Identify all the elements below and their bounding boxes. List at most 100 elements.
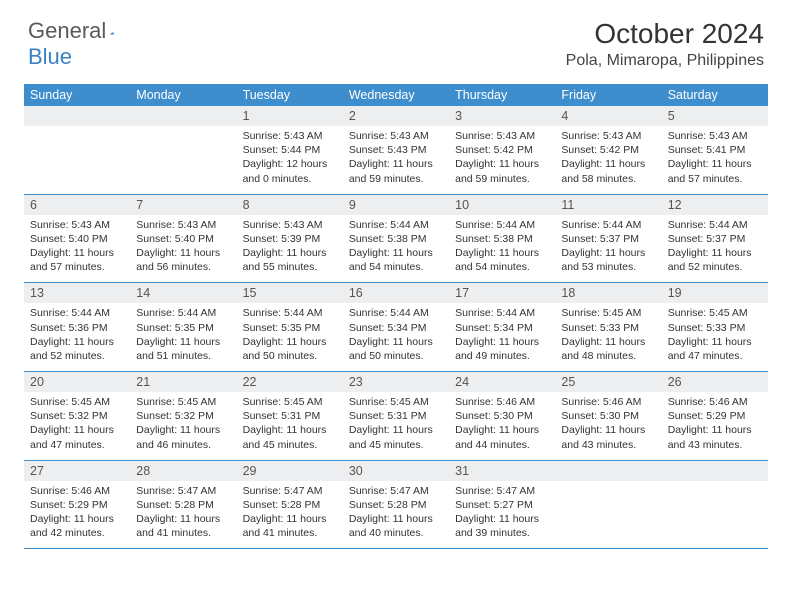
day-number: 31 [449,461,555,481]
daylight-text: Daylight: 11 hours and 48 minutes. [561,335,655,363]
day-number: 21 [130,372,236,392]
sunset-text: Sunset: 5:35 PM [243,321,337,335]
day-number: 13 [24,283,130,303]
daylight-text: Daylight: 11 hours and 44 minutes. [455,423,549,451]
day-header: Tuesday [237,84,343,106]
sunrise-text: Sunrise: 5:44 AM [30,306,124,320]
sunrise-text: Sunrise: 5:43 AM [243,129,337,143]
sunrise-text: Sunrise: 5:47 AM [243,484,337,498]
day-cell: Sunrise: 5:43 AMSunset: 5:42 PMDaylight:… [555,126,661,194]
day-number: 6 [24,195,130,215]
day-number: 12 [662,195,768,215]
sunrise-text: Sunrise: 5:43 AM [243,218,337,232]
day-header: Sunday [24,84,130,106]
title-block: October 2024 Pola, Mimaropa, Philippines [566,18,764,70]
logo-part1: General [28,18,106,44]
sunset-text: Sunset: 5:38 PM [349,232,443,246]
day-number: 4 [555,106,661,126]
header: General October 2024 Pola, Mimaropa, Phi… [0,0,792,78]
day-cell: Sunrise: 5:47 AMSunset: 5:28 PMDaylight:… [237,481,343,549]
day-number: 14 [130,283,236,303]
sunset-text: Sunset: 5:35 PM [136,321,230,335]
sunrise-text: Sunrise: 5:43 AM [136,218,230,232]
day-number [24,106,130,126]
day-cell: Sunrise: 5:44 AMSunset: 5:38 PMDaylight:… [343,215,449,283]
sunrise-text: Sunrise: 5:43 AM [561,129,655,143]
sunrise-text: Sunrise: 5:43 AM [349,129,443,143]
day-number: 29 [237,461,343,481]
sunrise-text: Sunrise: 5:44 AM [349,218,443,232]
daylight-text: Daylight: 11 hours and 50 minutes. [243,335,337,363]
daylight-text: Daylight: 11 hours and 57 minutes. [30,246,124,274]
sunset-text: Sunset: 5:28 PM [243,498,337,512]
day-number: 3 [449,106,555,126]
sunset-text: Sunset: 5:41 PM [668,143,762,157]
day-number: 17 [449,283,555,303]
day-cell [555,481,661,549]
sunset-text: Sunset: 5:32 PM [136,409,230,423]
day-header-row: Sunday Monday Tuesday Wednesday Thursday… [24,84,768,106]
daylight-text: Daylight: 11 hours and 56 minutes. [136,246,230,274]
day-number: 25 [555,372,661,392]
logo-sub: Blue [28,44,72,70]
day-cell [130,126,236,194]
day-header: Monday [130,84,236,106]
week: 2728293031Sunrise: 5:46 AMSunset: 5:29 P… [24,461,768,550]
daynum-row: 6789101112 [24,195,768,215]
sunset-text: Sunset: 5:29 PM [30,498,124,512]
sunset-text: Sunset: 5:30 PM [455,409,549,423]
day-cell: Sunrise: 5:44 AMSunset: 5:37 PMDaylight:… [662,215,768,283]
daylight-text: Daylight: 11 hours and 47 minutes. [30,423,124,451]
day-cell [24,126,130,194]
sunset-text: Sunset: 5:42 PM [455,143,549,157]
daylight-text: Daylight: 11 hours and 51 minutes. [136,335,230,363]
data-row: Sunrise: 5:46 AMSunset: 5:29 PMDaylight:… [24,481,768,549]
day-cell: Sunrise: 5:43 AMSunset: 5:40 PMDaylight:… [130,215,236,283]
day-number [662,461,768,481]
sunrise-text: Sunrise: 5:44 AM [455,218,549,232]
sunset-text: Sunset: 5:34 PM [349,321,443,335]
sunset-text: Sunset: 5:40 PM [136,232,230,246]
daylight-text: Daylight: 11 hours and 53 minutes. [561,246,655,274]
daylight-text: Daylight: 11 hours and 43 minutes. [668,423,762,451]
logo-triangle-icon [110,25,114,41]
day-number: 11 [555,195,661,215]
daylight-text: Daylight: 11 hours and 46 minutes. [136,423,230,451]
day-number: 16 [343,283,449,303]
daylight-text: Daylight: 11 hours and 42 minutes. [30,512,124,540]
day-cell: Sunrise: 5:45 AMSunset: 5:31 PMDaylight:… [343,392,449,460]
logo: General [28,18,134,44]
location: Pola, Mimaropa, Philippines [566,52,764,70]
sunset-text: Sunset: 5:27 PM [455,498,549,512]
day-cell: Sunrise: 5:45 AMSunset: 5:33 PMDaylight:… [555,303,661,371]
day-number: 10 [449,195,555,215]
month-title: October 2024 [566,18,764,50]
day-number: 27 [24,461,130,481]
day-number: 22 [237,372,343,392]
daylight-text: Daylight: 12 hours and 0 minutes. [243,157,337,185]
daynum-row: 13141516171819 [24,283,768,303]
daylight-text: Daylight: 11 hours and 49 minutes. [455,335,549,363]
day-number: 15 [237,283,343,303]
sunrise-text: Sunrise: 5:44 AM [561,218,655,232]
sunrise-text: Sunrise: 5:44 AM [668,218,762,232]
day-number: 30 [343,461,449,481]
day-cell: Sunrise: 5:47 AMSunset: 5:27 PMDaylight:… [449,481,555,549]
day-cell: Sunrise: 5:43 AMSunset: 5:42 PMDaylight:… [449,126,555,194]
day-cell: Sunrise: 5:46 AMSunset: 5:29 PMDaylight:… [662,392,768,460]
day-number: 28 [130,461,236,481]
day-cell: Sunrise: 5:47 AMSunset: 5:28 PMDaylight:… [343,481,449,549]
daynum-row: 12345 [24,106,768,126]
sunrise-text: Sunrise: 5:45 AM [30,395,124,409]
daylight-text: Daylight: 11 hours and 52 minutes. [668,246,762,274]
day-cell: Sunrise: 5:44 AMSunset: 5:34 PMDaylight:… [343,303,449,371]
daynum-row: 20212223242526 [24,372,768,392]
sunrise-text: Sunrise: 5:44 AM [136,306,230,320]
sunrise-text: Sunrise: 5:47 AM [455,484,549,498]
daylight-text: Daylight: 11 hours and 50 minutes. [349,335,443,363]
sunset-text: Sunset: 5:30 PM [561,409,655,423]
sunrise-text: Sunrise: 5:47 AM [349,484,443,498]
sunset-text: Sunset: 5:38 PM [455,232,549,246]
day-number: 8 [237,195,343,215]
daylight-text: Daylight: 11 hours and 43 minutes. [561,423,655,451]
